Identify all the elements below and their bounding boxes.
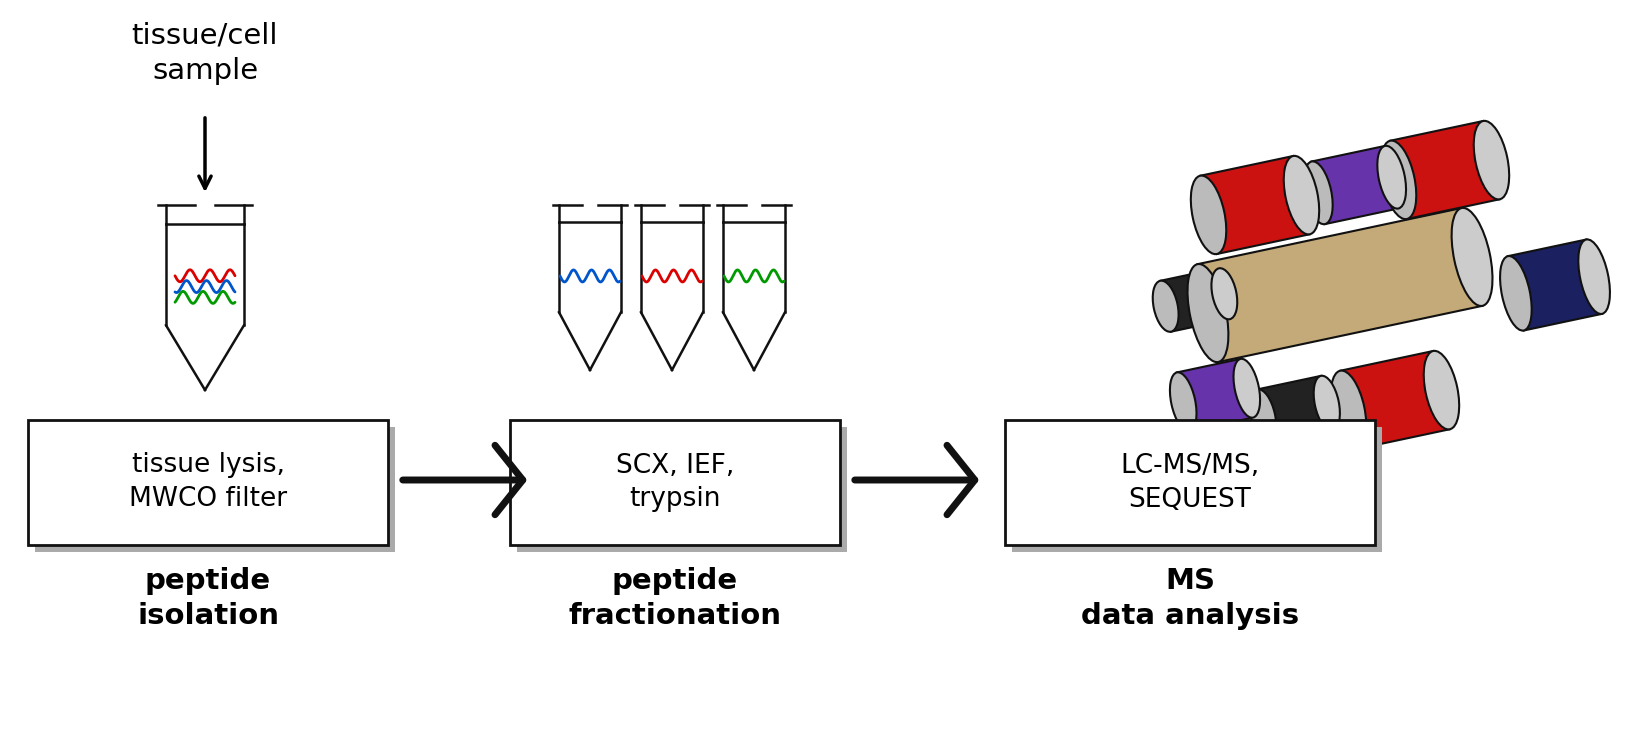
Polygon shape <box>1257 376 1333 444</box>
Ellipse shape <box>1377 145 1407 208</box>
Text: LC-MS/MS,
SEQUEST: LC-MS/MS, SEQUEST <box>1120 452 1260 512</box>
Ellipse shape <box>1234 359 1260 417</box>
FancyBboxPatch shape <box>34 427 394 552</box>
Polygon shape <box>641 221 703 370</box>
Polygon shape <box>1198 208 1482 362</box>
Text: peptide
isolation: peptide isolation <box>137 567 279 629</box>
Ellipse shape <box>1423 351 1459 429</box>
FancyBboxPatch shape <box>517 427 848 552</box>
Ellipse shape <box>1284 156 1319 235</box>
Ellipse shape <box>1500 256 1532 330</box>
Polygon shape <box>559 221 621 370</box>
Ellipse shape <box>1330 371 1366 449</box>
Polygon shape <box>1508 240 1602 330</box>
Polygon shape <box>1200 156 1311 254</box>
Ellipse shape <box>1211 268 1237 319</box>
Polygon shape <box>1161 268 1229 332</box>
Polygon shape <box>1312 146 1399 224</box>
Text: SCX, IEF,
trypsin: SCX, IEF, trypsin <box>616 452 734 512</box>
Ellipse shape <box>1452 208 1493 306</box>
Text: tissue/cell
sample: tissue/cell sample <box>132 22 279 85</box>
Ellipse shape <box>1381 140 1416 219</box>
Text: MS
data analysis: MS data analysis <box>1081 567 1299 629</box>
Ellipse shape <box>1192 175 1226 254</box>
FancyBboxPatch shape <box>28 420 388 545</box>
Ellipse shape <box>1152 281 1178 332</box>
Ellipse shape <box>1304 162 1333 224</box>
FancyBboxPatch shape <box>1006 420 1376 545</box>
Ellipse shape <box>1170 372 1196 431</box>
Ellipse shape <box>1474 121 1509 200</box>
Polygon shape <box>1177 359 1253 431</box>
FancyBboxPatch shape <box>1012 427 1382 552</box>
Text: tissue lysis,
MWCO filter: tissue lysis, MWCO filter <box>129 452 287 512</box>
Ellipse shape <box>1250 389 1276 444</box>
Ellipse shape <box>1314 376 1340 431</box>
Polygon shape <box>724 221 786 370</box>
Text: peptide
fractionation: peptide fractionation <box>569 567 781 629</box>
Ellipse shape <box>1578 239 1610 314</box>
Polygon shape <box>1390 121 1500 219</box>
FancyBboxPatch shape <box>510 420 839 545</box>
Ellipse shape <box>1188 264 1229 362</box>
Polygon shape <box>1340 351 1449 449</box>
Polygon shape <box>166 224 244 390</box>
